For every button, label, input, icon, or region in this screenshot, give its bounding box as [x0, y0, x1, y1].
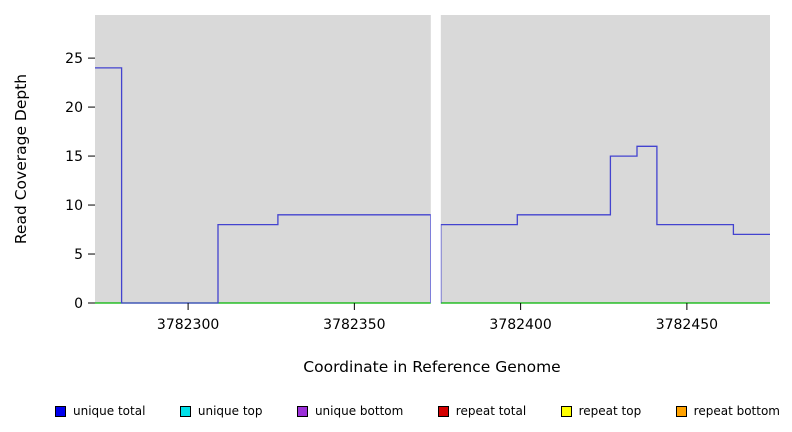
coverage-gap — [430, 15, 441, 303]
legend-swatch-unique-total — [55, 405, 66, 417]
legend: unique total unique top unique bottom repea… — [0, 390, 792, 432]
y-tick-label: 25 — [65, 51, 83, 67]
x-axis-label: Coordinate in Reference Genome — [303, 358, 560, 376]
x-tick-label: 3782300 — [157, 317, 219, 333]
legend-swatch-repeat-bottom — [675, 405, 687, 417]
x-tick-label: 3782450 — [656, 317, 718, 333]
y-tick-label: 15 — [65, 149, 83, 165]
legend-label: repeat bottom — [693, 404, 780, 418]
y-tick-label: 20 — [65, 100, 83, 116]
legend-swatch-repeat-top — [560, 405, 572, 417]
y-axis-label: Read Coverage Depth — [12, 74, 30, 244]
legend-swatch-unique-top — [179, 405, 191, 417]
legend-swatch-repeat-total — [437, 405, 449, 417]
y-tick-label: 5 — [74, 247, 83, 263]
y-tick-label: 0 — [74, 296, 83, 312]
legend-label: unique top — [197, 404, 263, 418]
series-unique-total-coverage-step — [95, 67, 432, 304]
y-tick-label: 10 — [65, 198, 83, 214]
legend-item-repeat-bottom: repeat bottom — [675, 404, 780, 418]
legend-swatch-unique-bottom — [296, 405, 308, 417]
legend-item-unique-total: unique total — [55, 404, 145, 418]
legend-item-repeat-top: repeat top — [560, 404, 642, 418]
legend-item-repeat-total: repeat total — [437, 404, 527, 418]
legend-label: repeat top — [578, 404, 642, 418]
plot-canvas: 3782300 3782350 3782400 3782450 0 5 10 15 20 25 C… — [12, 15, 770, 376]
legend-item-unique-top: unique top — [179, 404, 263, 418]
series-unique-total-coverage-step — [440, 145, 770, 303]
x-tick-label: 3782400 — [489, 317, 551, 333]
legend-item-unique-bottom: unique bottom — [296, 404, 404, 418]
legend-label: repeat total — [455, 404, 527, 418]
x-tick-label: 3782350 — [323, 317, 385, 333]
legend-label: unique bottom — [314, 404, 404, 418]
legend-label: unique total — [73, 404, 146, 418]
